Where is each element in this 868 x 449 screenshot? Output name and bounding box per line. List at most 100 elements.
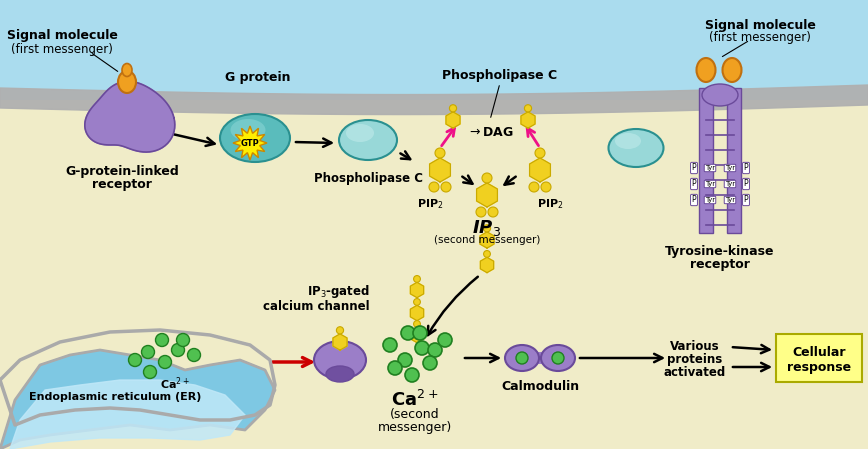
Text: messenger): messenger) [378,421,452,434]
Text: (first messenger): (first messenger) [11,44,113,57]
Text: receptor: receptor [690,258,750,271]
Polygon shape [333,334,347,350]
Circle shape [413,321,420,327]
Circle shape [552,352,564,364]
Polygon shape [521,112,535,128]
Text: Calmodulin: Calmodulin [501,380,579,393]
Text: $\rightarrow$DAG: $\rightarrow$DAG [467,127,513,140]
Circle shape [388,361,402,375]
Ellipse shape [314,341,366,379]
Ellipse shape [696,58,715,82]
Polygon shape [10,380,245,449]
Circle shape [438,333,452,347]
Circle shape [172,343,185,357]
Text: GTP: GTP [240,138,260,148]
Circle shape [483,224,490,232]
Ellipse shape [326,366,354,382]
Text: (second messenger): (second messenger) [434,235,540,245]
Bar [0,100,868,449]
Ellipse shape [608,129,663,167]
Circle shape [435,148,445,158]
Text: P: P [744,180,748,189]
Text: receptor: receptor [92,178,152,191]
Text: Tyr: Tyr [725,197,735,203]
Circle shape [541,182,551,192]
Ellipse shape [346,124,374,142]
Circle shape [159,356,172,369]
Bar [699,88,713,233]
Circle shape [450,105,457,112]
Circle shape [482,173,492,183]
Text: Phospholipase C: Phospholipase C [313,172,423,185]
Circle shape [415,341,429,355]
Text: (first messenger): (first messenger) [709,31,811,44]
Circle shape [535,148,545,158]
Text: Tyr: Tyr [705,197,715,203]
Polygon shape [411,305,424,321]
Text: Tyr: Tyr [705,165,715,171]
Circle shape [441,182,451,192]
Circle shape [483,251,490,257]
Circle shape [143,365,156,379]
Ellipse shape [615,133,641,149]
Bar [530,352,550,364]
Text: Tyr: Tyr [705,181,715,187]
Text: Signal molecule: Signal molecule [7,30,117,43]
Circle shape [141,345,155,358]
Circle shape [488,207,498,217]
Text: PIP$_2$: PIP$_2$ [417,197,444,211]
Circle shape [337,327,344,334]
Text: response: response [787,361,851,374]
Text: G-protein-linked: G-protein-linked [65,165,179,178]
Text: activated: activated [664,365,727,379]
Circle shape [187,348,201,361]
Circle shape [529,182,539,192]
Polygon shape [430,158,450,182]
Circle shape [413,326,427,340]
Circle shape [401,326,415,340]
Circle shape [476,207,486,217]
Text: G protein: G protein [226,71,291,84]
Polygon shape [446,112,460,128]
Text: Tyrosine-kinase: Tyrosine-kinase [665,245,775,258]
Circle shape [413,276,420,282]
Text: Tyr: Tyr [725,181,735,187]
Text: (second: (second [391,408,440,421]
Polygon shape [0,350,275,449]
Text: Ca$^{2+}$: Ca$^{2+}$ [160,375,190,392]
Text: Various: Various [670,339,720,352]
Text: Phospholipase C: Phospholipase C [443,69,557,82]
Circle shape [405,368,419,382]
Text: Signal molecule: Signal molecule [705,18,815,31]
Ellipse shape [220,114,290,162]
Circle shape [413,299,420,305]
Circle shape [398,353,412,367]
Circle shape [383,338,397,352]
Circle shape [516,352,528,364]
Circle shape [423,356,437,370]
Text: IP$_3$: IP$_3$ [472,218,502,238]
Text: Cellular: Cellular [792,345,845,358]
Polygon shape [480,257,494,273]
Circle shape [176,334,189,347]
Text: PIP$_2$: PIP$_2$ [536,197,563,211]
Bar [727,88,741,233]
Polygon shape [529,158,550,182]
Polygon shape [411,327,424,343]
Text: Endoplasmic reticulum (ER): Endoplasmic reticulum (ER) [29,392,201,402]
Ellipse shape [702,84,738,106]
Text: P: P [692,163,696,172]
FancyBboxPatch shape [776,334,862,382]
Text: Tyr: Tyr [725,165,735,171]
Circle shape [128,353,141,366]
Ellipse shape [505,345,539,371]
Text: P: P [692,195,696,204]
Circle shape [428,343,442,357]
Polygon shape [411,282,424,298]
Polygon shape [480,232,494,248]
Text: Ca$^{2+}$: Ca$^{2+}$ [391,390,438,410]
Polygon shape [477,183,497,207]
Circle shape [524,105,531,112]
Circle shape [155,334,168,347]
Text: IP$_3$-gated: IP$_3$-gated [307,283,370,300]
